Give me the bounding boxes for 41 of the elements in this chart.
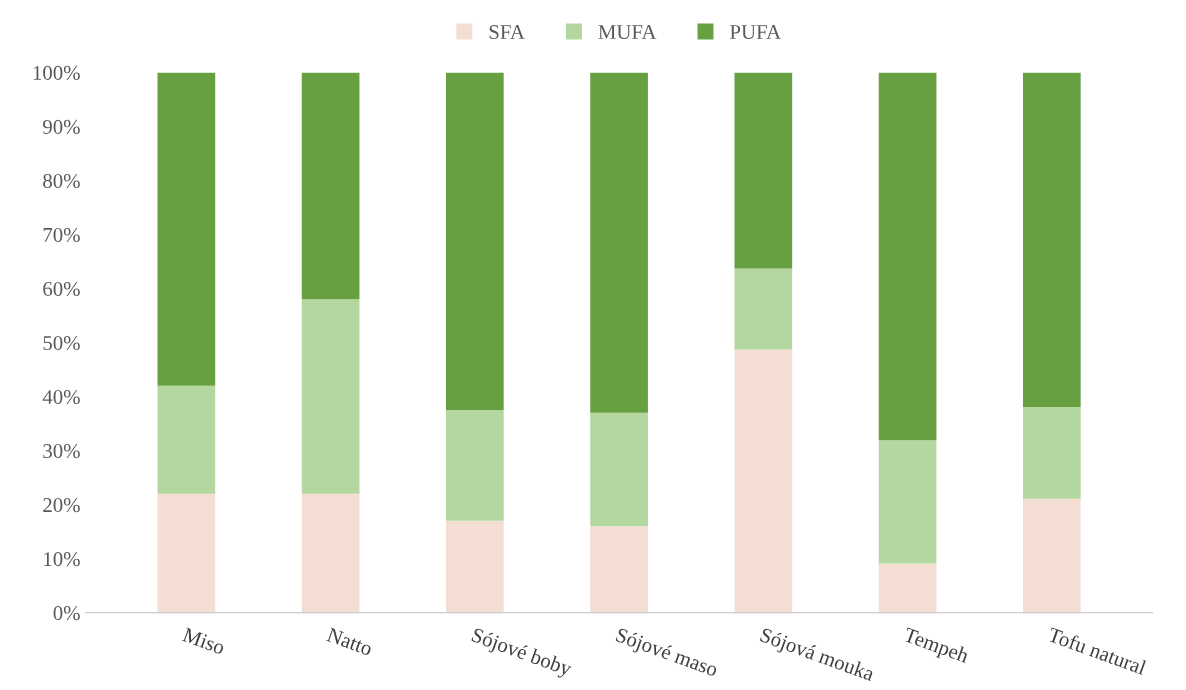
bar <box>157 493 216 613</box>
legend-label: PUFA <box>730 25 782 40</box>
y-tick-label: 40% <box>42 389 80 405</box>
bar <box>734 72 793 269</box>
y-tick-label: 70% <box>43 227 80 243</box>
y-tick-label: 30% <box>43 444 80 459</box>
x-tick-label: Sójové maso <box>613 627 719 681</box>
bar <box>301 299 360 494</box>
bar <box>446 410 504 521</box>
x-tick-label: Miso <box>181 627 226 655</box>
y-tick-label: 80% <box>43 173 80 189</box>
bar <box>590 412 648 527</box>
y-tick-label: 100% <box>33 65 80 80</box>
y-tick-label: 20% <box>43 498 80 513</box>
bar <box>878 440 937 564</box>
bar <box>301 72 360 300</box>
bar <box>734 268 793 350</box>
bar <box>590 526 648 613</box>
bar <box>1022 498 1081 613</box>
bar <box>878 72 937 441</box>
bar <box>590 72 648 413</box>
bar <box>301 493 360 613</box>
bar <box>157 72 216 386</box>
bar <box>446 520 504 613</box>
bar <box>1022 72 1081 407</box>
x-tick-label: Sójové boby <box>469 627 574 681</box>
bar <box>1022 406 1081 499</box>
x-tick-label: Tofu natural <box>1047 626 1148 676</box>
y-tick-label: 60% <box>43 281 80 297</box>
bar <box>878 563 937 613</box>
bar <box>734 349 793 613</box>
y-tick-label: 0% <box>53 606 80 621</box>
bar <box>446 72 504 411</box>
y-tick-label: 50% <box>43 335 80 351</box>
legend-label: SFA <box>489 25 525 40</box>
x-tick-label: Natto <box>326 627 374 656</box>
y-tick-label: 10% <box>44 552 80 567</box>
y-tick-label: 90% <box>43 119 80 134</box>
bar <box>157 385 216 494</box>
legend-label: MUFA <box>598 25 657 40</box>
x-tick-label: Sójová mouka <box>758 627 876 686</box>
